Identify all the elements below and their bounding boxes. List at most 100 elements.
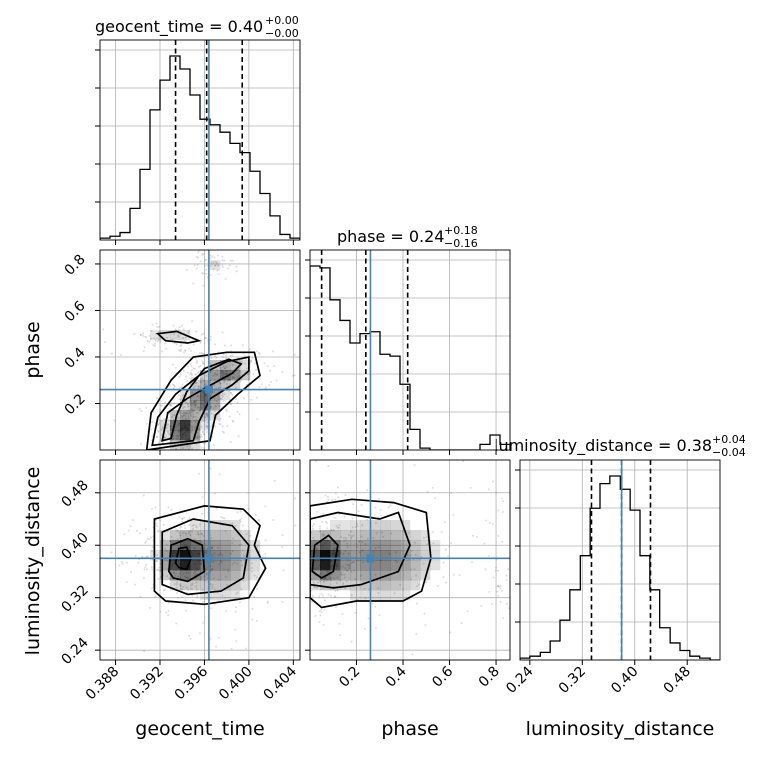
sample-point [444,521,447,524]
density-cell [190,420,201,431]
sample-point [251,618,254,621]
sample-point [291,374,294,377]
sample-point [189,398,192,401]
sample-point [195,330,198,333]
sample-point [199,364,202,367]
sample-point [151,568,154,571]
sample-point [180,348,183,351]
sample-point [187,417,190,420]
sample-point [196,435,199,438]
sample-point [338,622,341,625]
sample-point [358,539,361,542]
sample-point [312,581,315,584]
sample-point [253,574,256,577]
sample-point [221,246,223,248]
sample-point [250,562,253,565]
sample-point [175,447,178,450]
panel-content [310,250,510,450]
sample-point [250,359,253,362]
sample-point [302,558,304,560]
sample-point [222,516,225,519]
sample-point [235,265,238,268]
sample-point [104,341,107,344]
sample-point [232,259,235,262]
sample-point [213,343,216,346]
sample-point [165,550,168,553]
sample-point [364,597,367,600]
sample-point [217,264,220,267]
sample-point [163,342,166,345]
sample-point [246,367,249,370]
sample-point [200,377,203,380]
sample-point [422,562,425,565]
sample-point [151,435,154,438]
sample-point [129,524,132,527]
sample-point [160,428,163,431]
density-cell [210,570,221,581]
sample-point [190,404,193,407]
sample-point [497,594,500,597]
contour-line-1 [151,355,250,447]
sample-point [271,350,274,353]
sample-point [395,551,398,554]
sample-point [164,436,167,439]
sample-point [189,411,192,414]
sample-point [191,582,194,585]
sample-point [165,347,168,350]
sample-point [282,624,284,626]
sample-point [301,520,303,522]
sample-point [488,522,491,525]
sample-point [193,399,196,402]
sample-point [210,412,213,415]
sample-point [283,549,285,551]
sample-point [211,547,214,550]
y-tick-label-luminosity-distance: 0.48 [58,477,91,510]
sample-point [209,467,212,470]
sample-point [156,429,159,432]
sample-point [310,590,313,593]
sample-point [219,397,222,400]
sample-point [308,566,310,568]
sample-point [191,410,194,413]
sample-point [188,523,191,526]
sample-point [316,586,319,589]
sample-point [157,568,160,571]
sample-point [193,404,196,407]
sample-point [364,543,367,546]
sample-point [399,583,402,586]
sample-point [422,536,425,539]
sample-point [189,371,192,374]
density-cell [360,570,371,581]
panel-content [100,460,300,660]
sample-point [185,609,188,612]
sample-point [496,585,499,588]
sample-point [164,401,167,404]
sample-point [307,614,309,616]
sample-point [417,583,420,586]
sample-point [209,265,212,268]
sample-point [344,567,347,570]
sample-point [275,555,277,557]
sample-point [173,443,176,446]
density-cell [360,520,371,531]
sample-point [494,569,497,572]
sample-point [238,374,241,377]
contour-line-2 [161,518,250,596]
sample-point [265,386,268,389]
sample-point [423,612,426,615]
sample-point [249,361,252,364]
sample-point [458,573,461,576]
sample-point [362,561,365,564]
sample-point [301,567,303,569]
sample-point [229,403,232,406]
sample-point [186,380,189,383]
sample-point [149,337,152,340]
sample-point [231,522,234,525]
sample-point [327,593,330,596]
density-cell [230,540,241,551]
sample-point [157,338,160,341]
panel-phase-phase [305,249,511,455]
sample-point [319,527,322,530]
sample-point [219,552,222,555]
sample-point [157,423,160,426]
